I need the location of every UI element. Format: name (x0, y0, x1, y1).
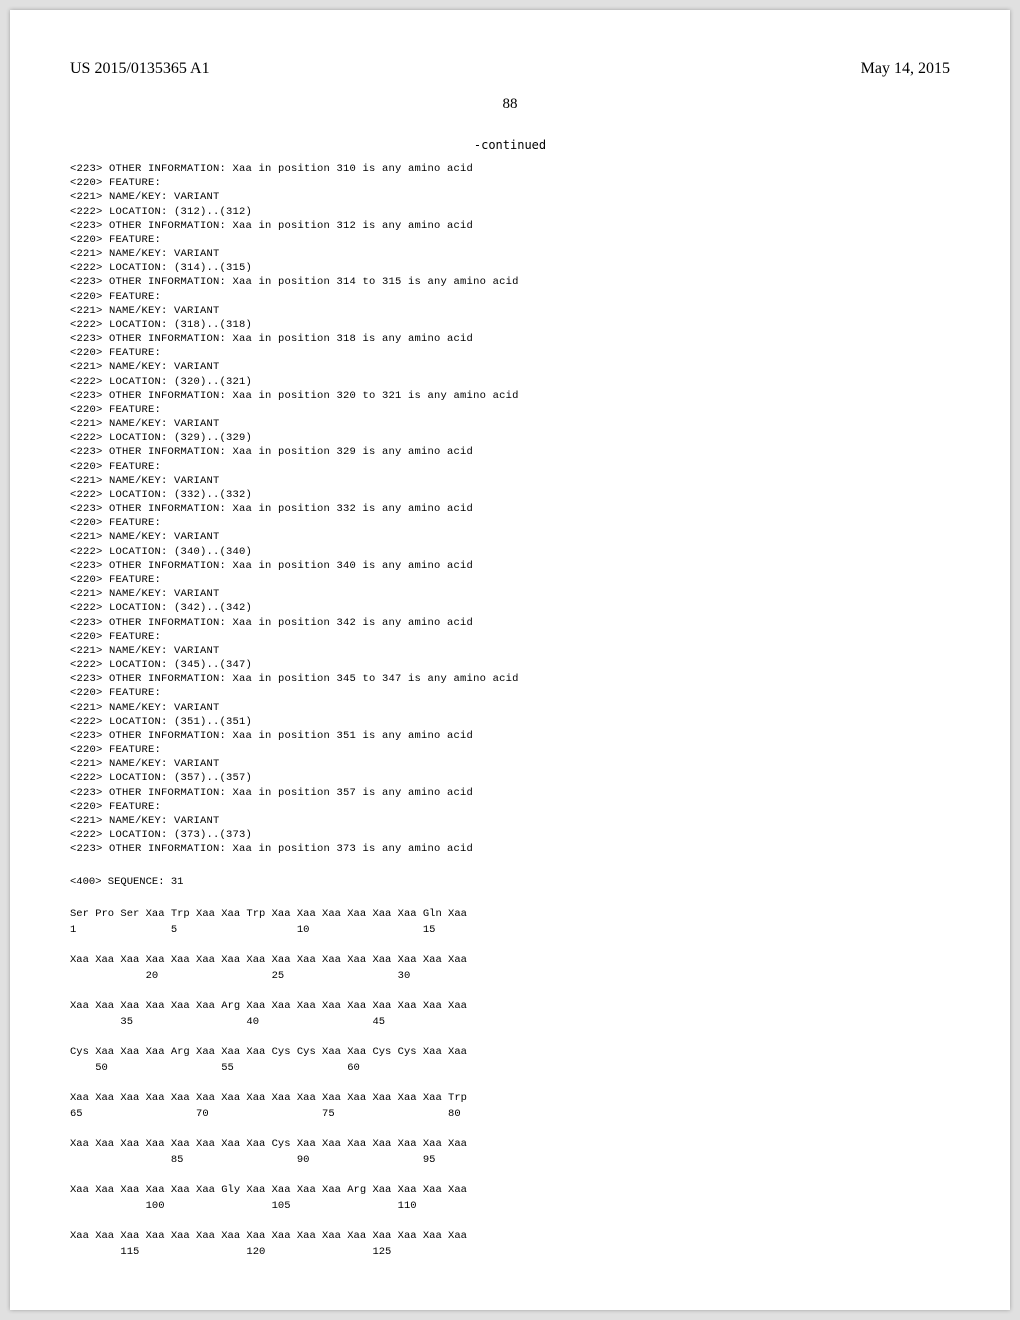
sequence-residue-row: Xaa Xaa Xaa Xaa Xaa Xaa Xaa Xaa Xaa Xaa … (70, 1092, 950, 1104)
sequence-header: <400> SEQUENCE: 31 (70, 876, 950, 888)
sequence-position-row: 1 5 10 15 (70, 924, 950, 936)
page-number: 88 (70, 96, 950, 113)
patent-page: US 2015/0135365 A1 May 14, 2015 88 -cont… (10, 10, 1010, 1310)
sequence-rows: Ser Pro Ser Xaa Trp Xaa Xaa Trp Xaa Xaa … (70, 908, 950, 1258)
sequence-residue-row: Xaa Xaa Xaa Xaa Xaa Xaa Gly Xaa Xaa Xaa … (70, 1184, 950, 1196)
publication-date: May 14, 2015 (861, 60, 950, 78)
sequence-residue-row: Xaa Xaa Xaa Xaa Xaa Xaa Xaa Xaa Xaa Xaa … (70, 1230, 950, 1242)
sequence-position-row: 65 70 75 80 (70, 1108, 950, 1120)
sequence-position-row: 100 105 110 (70, 1200, 950, 1212)
sequence-residue-row: Xaa Xaa Xaa Xaa Xaa Xaa Arg Xaa Xaa Xaa … (70, 1000, 950, 1012)
sequence-position-row: 50 55 60 (70, 1062, 950, 1074)
sequence-position-row: 85 90 95 (70, 1154, 950, 1166)
continued-label: -continued (70, 138, 950, 152)
sequence-position-row: 115 120 125 (70, 1246, 950, 1258)
publication-number: US 2015/0135365 A1 (70, 60, 210, 78)
sequence-position-row: 35 40 45 (70, 1016, 950, 1028)
feature-annotations: <223> OTHER INFORMATION: Xaa in position… (70, 162, 950, 856)
sequence-residue-row: Cys Xaa Xaa Xaa Arg Xaa Xaa Xaa Cys Cys … (70, 1046, 950, 1058)
page-header: US 2015/0135365 A1 May 14, 2015 (70, 60, 950, 78)
sequence-residue-row: Xaa Xaa Xaa Xaa Xaa Xaa Xaa Xaa Cys Xaa … (70, 1138, 950, 1150)
sequence-residue-row: Ser Pro Ser Xaa Trp Xaa Xaa Trp Xaa Xaa … (70, 908, 950, 920)
sequence-block: <400> SEQUENCE: 31 Ser Pro Ser Xaa Trp X… (70, 876, 950, 1258)
sequence-position-row: 20 25 30 (70, 970, 950, 982)
sequence-residue-row: Xaa Xaa Xaa Xaa Xaa Xaa Xaa Xaa Xaa Xaa … (70, 954, 950, 966)
